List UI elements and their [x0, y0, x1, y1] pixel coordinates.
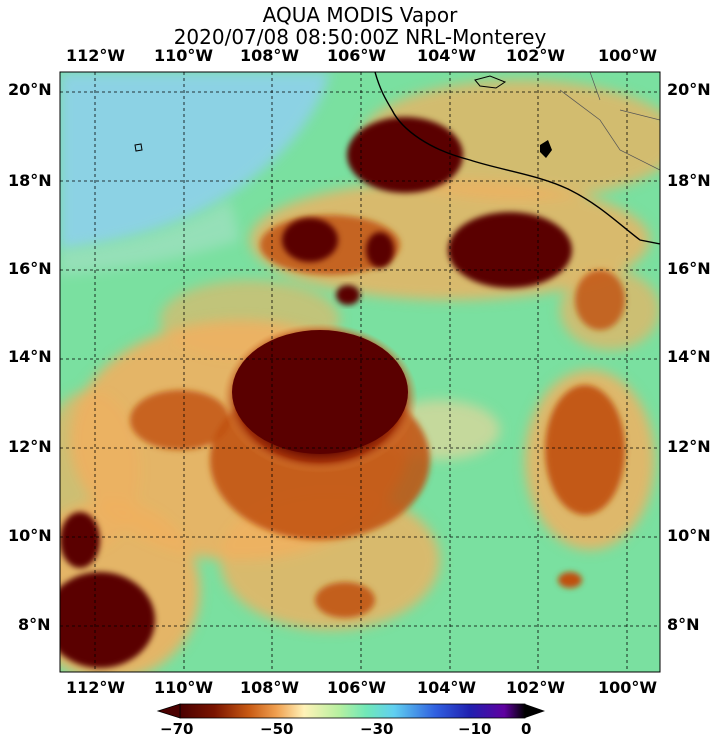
island — [134, 143, 143, 152]
lon-label-top: 104°W — [417, 46, 477, 65]
map-imagery — [60, 72, 660, 672]
cloud-field-core — [60, 117, 572, 668]
lake — [540, 140, 552, 158]
colorbar-tick-label: −30 — [360, 720, 394, 738]
lon-label-top: 102°W — [506, 46, 566, 65]
colorbar-max-arrow — [525, 704, 545, 718]
lon-label-top: 100°W — [598, 46, 658, 65]
lon-label-top: 106°W — [327, 46, 387, 65]
title-line-2: 2020/07/08 08:50:00Z NRL-Monterey — [173, 25, 547, 49]
lat-label-left: 18°N — [8, 171, 52, 190]
lat-label-left: 8°N — [18, 615, 51, 634]
lon-label-bottom: 106°W — [327, 678, 387, 697]
colorbar-tick-label: −10 — [458, 720, 492, 738]
lon-label-bottom: 102°W — [506, 678, 566, 697]
colorbar-tick-label: 0 — [521, 720, 532, 738]
colorbar-tick-label: −50 — [260, 720, 294, 738]
lon-label-bottom: 108°W — [240, 678, 300, 697]
lat-label-right: 8°N — [667, 615, 700, 634]
lat-label-left: 16°N — [8, 259, 52, 278]
title-line-1: AQUA MODIS Vapor — [262, 3, 458, 27]
colorbar-bar — [179, 703, 526, 719]
dry-air-region — [60, 72, 330, 250]
lat-label-right: 10°N — [667, 526, 711, 545]
lon-label-bottom: 112°W — [66, 678, 126, 697]
lon-label-top: 110°W — [154, 46, 214, 65]
lon-label-top: 108°W — [240, 46, 300, 65]
lat-label-right: 18°N — [667, 171, 711, 190]
coastline — [374, 72, 660, 245]
lat-label-right: 14°N — [667, 347, 711, 366]
lon-label-bottom: 104°W — [417, 678, 477, 697]
colorbar-min-arrow — [156, 703, 181, 719]
colorbar-tick-label: −70 — [160, 720, 194, 738]
lat-label-left: 20°N — [8, 80, 52, 99]
graticule — [60, 72, 660, 672]
map-frame — [59, 71, 661, 673]
lon-label-bottom: 110°W — [154, 678, 214, 697]
lon-label-bottom: 100°W — [598, 678, 658, 697]
lon-label-top: 112°W — [66, 46, 126, 65]
lat-label-left: 10°N — [8, 526, 52, 545]
lat-label-left: 14°N — [8, 347, 52, 366]
colorbar — [156, 703, 545, 719]
lat-label-right: 16°N — [667, 259, 711, 278]
lat-label-left: 12°N — [8, 437, 52, 456]
lat-label-right: 12°N — [667, 437, 711, 456]
lat-label-right: 20°N — [667, 80, 711, 99]
